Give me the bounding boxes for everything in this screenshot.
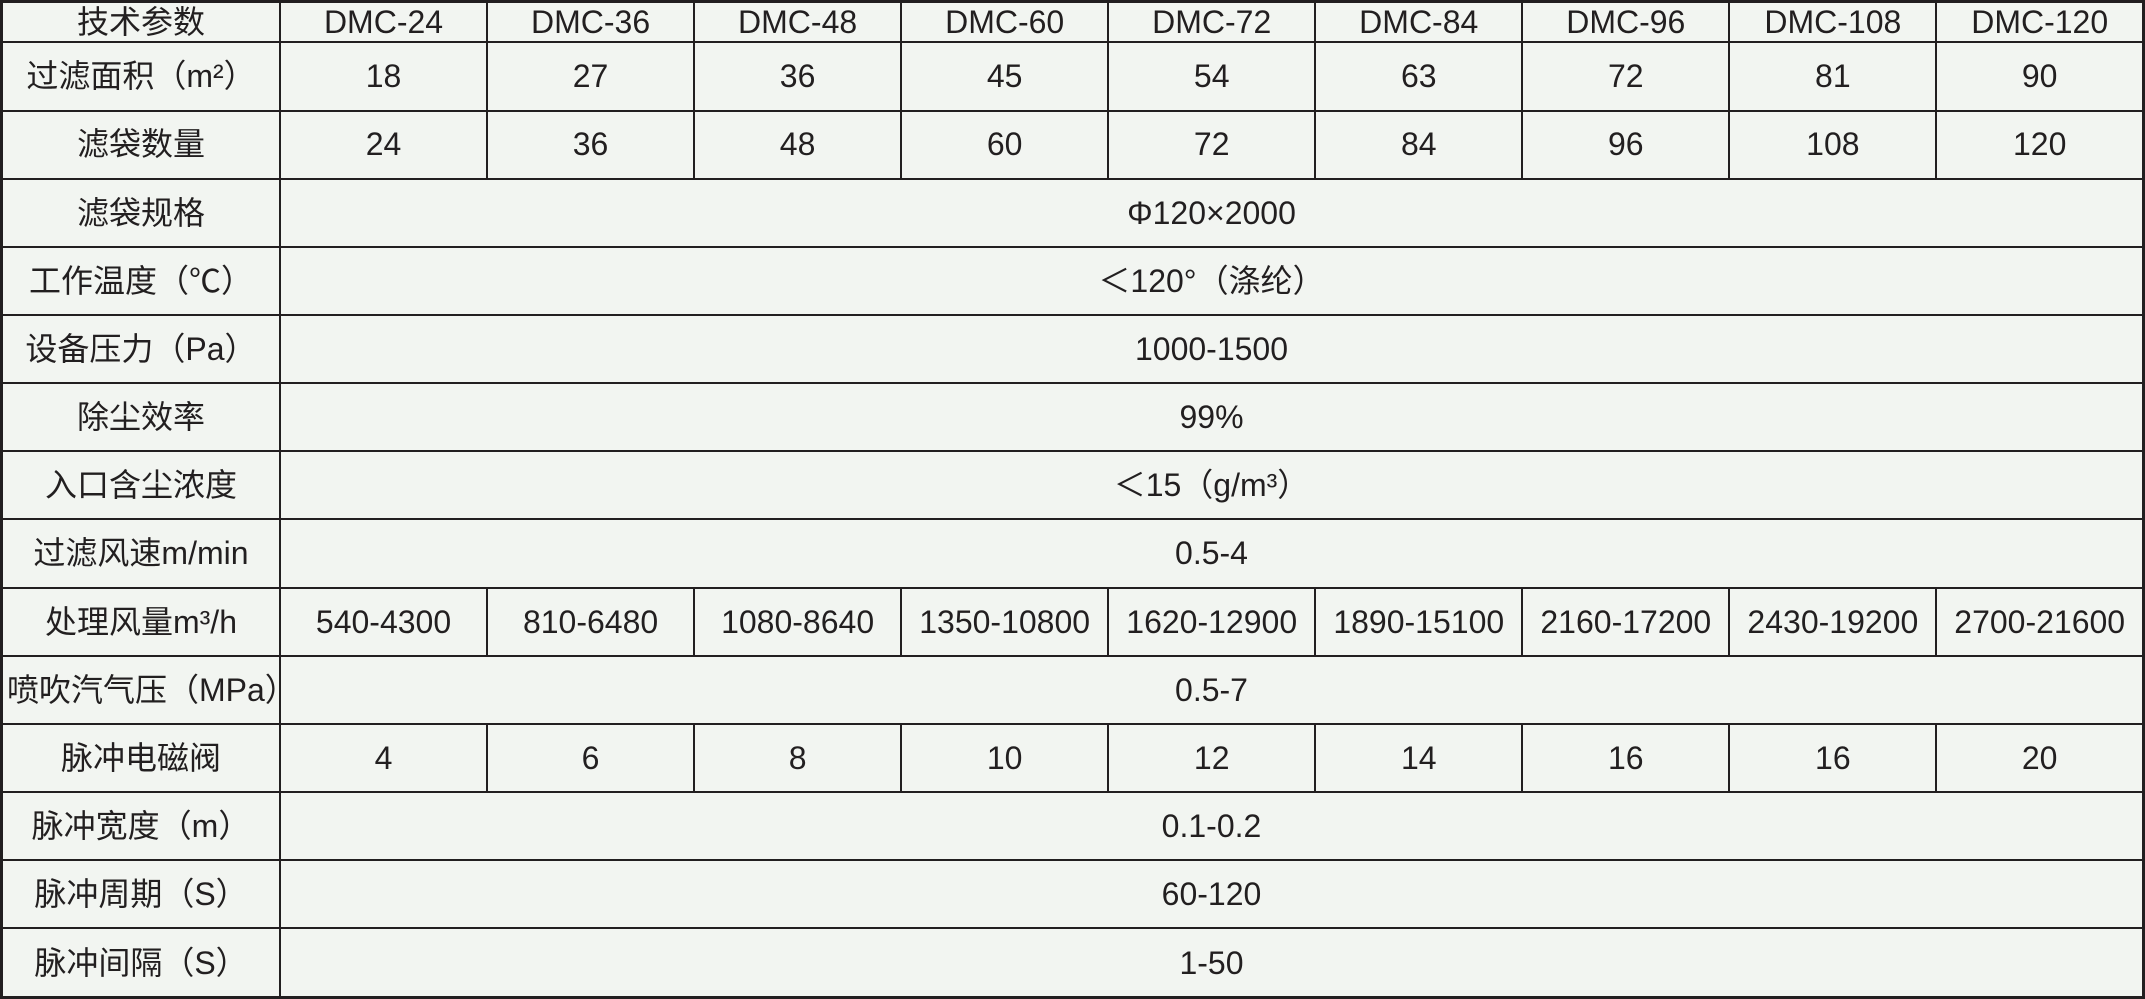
header-label: 技术参数 (2, 2, 280, 43)
row-cell: 2700-21600 (1936, 588, 2143, 656)
row-span-value: 60-120 (280, 860, 2144, 928)
model-header: DMC-84 (1315, 2, 1522, 43)
row-label: 滤袋数量 (2, 111, 280, 179)
row-cell: 18 (280, 42, 487, 110)
model-header: DMC-60 (901, 2, 1108, 43)
table-row: 处理风量m³/h540-4300810-64801080-86401350-10… (2, 588, 2144, 656)
row-label: 过滤风速m/min (2, 519, 280, 587)
table-row: 过滤风速m/min0.5-4 (2, 519, 2144, 587)
row-label: 设备压力（Pa） (2, 315, 280, 383)
row-cell: 16 (1729, 724, 1936, 792)
table-row: 喷吹汽气压（MPa）0.5-7 (2, 656, 2144, 724)
table-row: 入口含尘浓度＜15（g/m³） (2, 451, 2144, 519)
model-header: DMC-120 (1936, 2, 2143, 43)
table-row: 除尘效率99% (2, 383, 2144, 451)
row-cell: 54 (1108, 42, 1315, 110)
row-cell: 1620-12900 (1108, 588, 1315, 656)
spec-table: 技术参数 DMC-24 DMC-36 DMC-48 DMC-60 DMC-72 … (0, 0, 2145, 999)
row-span-value: ＜120°（涤纶） (280, 247, 2144, 315)
row-span-value: 0.1-0.2 (280, 792, 2144, 860)
table-row: 脉冲周期（S）60-120 (2, 860, 2144, 928)
row-cell: 120 (1936, 111, 2143, 179)
table-row: 工作温度（℃）＜120°（涤纶） (2, 247, 2144, 315)
row-span-value: 0.5-7 (280, 656, 2144, 724)
model-header: DMC-72 (1108, 2, 1315, 43)
model-header: DMC-96 (1522, 2, 1729, 43)
row-span-value: 1000-1500 (280, 315, 2144, 383)
row-cell: 48 (694, 111, 901, 179)
row-cell: 12 (1108, 724, 1315, 792)
row-cell: 4 (280, 724, 487, 792)
row-cell: 1350-10800 (901, 588, 1108, 656)
row-cell: 24 (280, 111, 487, 179)
row-span-value: Φ120×2000 (280, 179, 2144, 247)
table-row: 设备压力（Pa）1000-1500 (2, 315, 2144, 383)
row-label: 脉冲周期（S） (2, 860, 280, 928)
row-label: 工作温度（℃） (2, 247, 280, 315)
row-label: 过滤面积（m²） (2, 42, 280, 110)
table-row: 脉冲宽度（m）0.1-0.2 (2, 792, 2144, 860)
row-span-value: ＜15（g/m³） (280, 451, 2144, 519)
row-label: 脉冲电磁阀 (2, 724, 280, 792)
row-cell: 2160-17200 (1522, 588, 1729, 656)
row-cell: 1080-8640 (694, 588, 901, 656)
row-span-value: 1-50 (280, 928, 2144, 997)
row-cell: 108 (1729, 111, 1936, 179)
row-cell: 27 (487, 42, 694, 110)
table-header-row: 技术参数 DMC-24 DMC-36 DMC-48 DMC-60 DMC-72 … (2, 2, 2144, 43)
row-cell: 2430-19200 (1729, 588, 1936, 656)
spec-table-body: 过滤面积（m²）182736455463728190滤袋数量2436486072… (2, 42, 2144, 997)
row-cell: 36 (487, 111, 694, 179)
model-header: DMC-108 (1729, 2, 1936, 43)
row-label: 脉冲宽度（m） (2, 792, 280, 860)
row-label: 喷吹汽气压（MPa） (2, 656, 280, 724)
row-cell: 96 (1522, 111, 1729, 179)
row-cell: 45 (901, 42, 1108, 110)
row-cell: 72 (1522, 42, 1729, 110)
row-label: 处理风量m³/h (2, 588, 280, 656)
row-cell: 14 (1315, 724, 1522, 792)
row-label: 脉冲间隔（S） (2, 928, 280, 997)
row-cell: 84 (1315, 111, 1522, 179)
row-cell: 16 (1522, 724, 1729, 792)
table-row: 滤袋规格Φ120×2000 (2, 179, 2144, 247)
row-span-value: 0.5-4 (280, 519, 2144, 587)
table-row: 脉冲间隔（S）1-50 (2, 928, 2144, 997)
table-row: 脉冲电磁阀468101214161620 (2, 724, 2144, 792)
row-cell: 540-4300 (280, 588, 487, 656)
row-cell: 63 (1315, 42, 1522, 110)
row-label: 滤袋规格 (2, 179, 280, 247)
row-span-value: 99% (280, 383, 2144, 451)
row-cell: 10 (901, 724, 1108, 792)
row-cell: 72 (1108, 111, 1315, 179)
row-cell: 36 (694, 42, 901, 110)
table-row: 过滤面积（m²）182736455463728190 (2, 42, 2144, 110)
row-cell: 6 (487, 724, 694, 792)
row-cell: 60 (901, 111, 1108, 179)
row-cell: 81 (1729, 42, 1936, 110)
row-cell: 810-6480 (487, 588, 694, 656)
model-header: DMC-48 (694, 2, 901, 43)
row-label: 入口含尘浓度 (2, 451, 280, 519)
row-cell: 8 (694, 724, 901, 792)
table-row: 滤袋数量24364860728496108120 (2, 111, 2144, 179)
row-label: 除尘效率 (2, 383, 280, 451)
row-cell: 1890-15100 (1315, 588, 1522, 656)
model-header: DMC-24 (280, 2, 487, 43)
row-cell: 20 (1936, 724, 2143, 792)
model-header: DMC-36 (487, 2, 694, 43)
row-cell: 90 (1936, 42, 2143, 110)
